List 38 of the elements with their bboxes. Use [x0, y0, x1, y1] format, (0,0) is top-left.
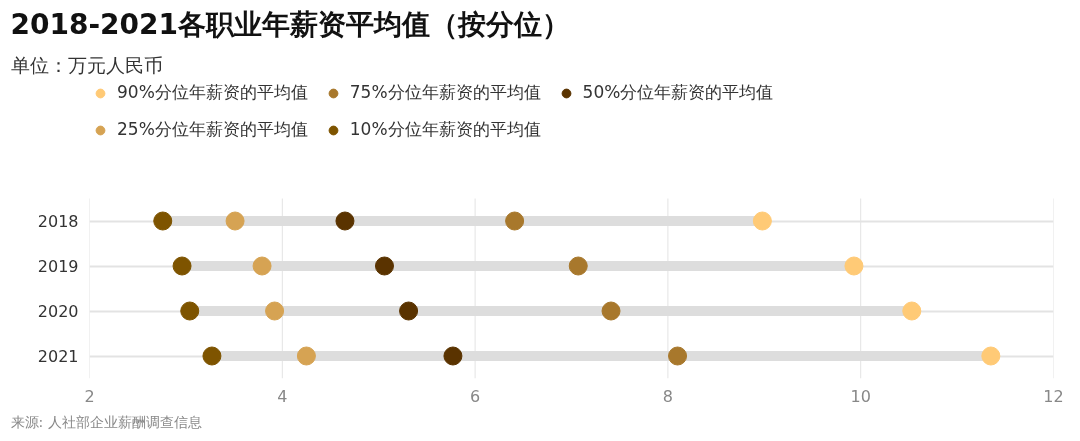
y-tick-label: 2018 — [37, 212, 79, 231]
x-tick-label: 12 — [1043, 386, 1064, 406]
x-tick-label: 6 — [470, 386, 481, 406]
point — [752, 211, 772, 231]
legend-label: 50%分位年薪资的平均值 — [582, 81, 774, 104]
point — [568, 256, 588, 276]
point — [296, 346, 316, 366]
x-tick-label: 8 — [662, 386, 673, 406]
legend-label: 90%分位年薪资的平均值 — [117, 81, 308, 104]
point — [374, 256, 394, 276]
y-tick-label: 2021 — [37, 347, 79, 366]
point — [668, 346, 688, 366]
point — [252, 256, 272, 276]
chart-subtitle: 单位：万元人民币 — [10, 53, 163, 76]
point — [981, 346, 1001, 366]
x-tick-label: 10 — [850, 386, 871, 406]
point — [902, 301, 922, 321]
point — [172, 256, 192, 276]
chart-title: 2018-2021各职业年薪资平均值（按分位） — [10, 7, 570, 41]
point — [225, 211, 245, 231]
legend-label: 25%分位年薪资的平均值 — [117, 118, 308, 141]
point — [335, 211, 355, 231]
point — [844, 256, 864, 276]
point — [180, 301, 200, 321]
point — [202, 346, 222, 366]
point — [153, 211, 173, 231]
x-tick-label: 2 — [84, 386, 95, 406]
source-note: 来源: 人社部企业薪酬调查信息 — [10, 413, 202, 430]
point — [265, 301, 285, 321]
y-tick-label: 2020 — [37, 302, 79, 321]
y-tick-label: 2019 — [37, 257, 79, 276]
point — [443, 346, 463, 366]
legend-label: 75%分位年薪资的平均值 — [349, 81, 541, 104]
point — [505, 211, 525, 231]
legend-label: 10%分位年薪资的平均值 — [349, 118, 541, 141]
point — [601, 301, 621, 321]
x-tick-label: 4 — [277, 386, 288, 406]
point — [399, 301, 419, 321]
